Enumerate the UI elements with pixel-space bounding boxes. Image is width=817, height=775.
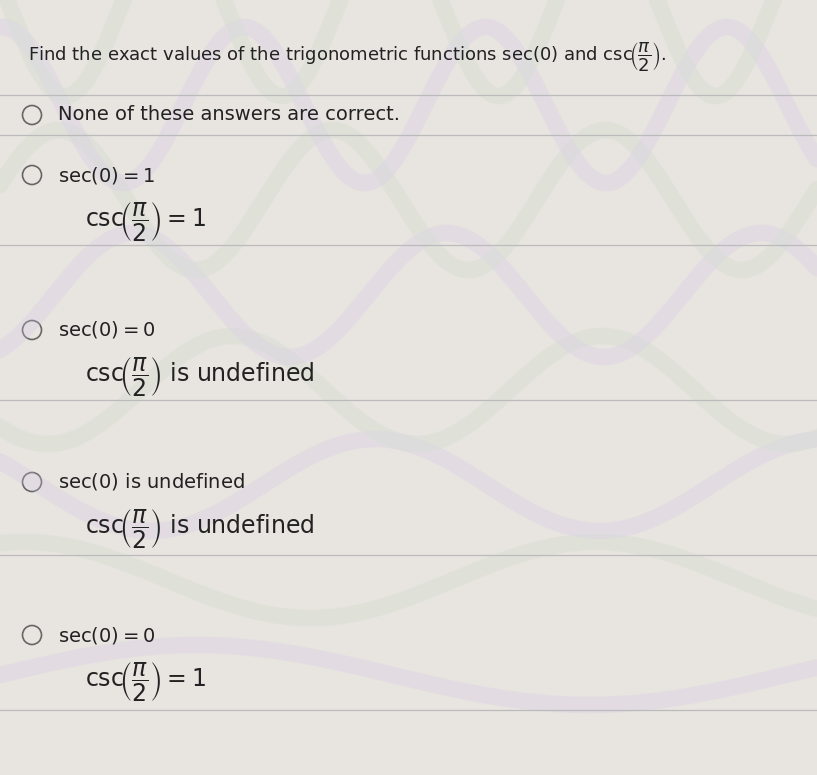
Text: $\sec(0)$ is undefined: $\sec(0)$ is undefined bbox=[58, 471, 245, 492]
Text: $\mathrm{csc}\!\left(\dfrac{\pi}{2}\right)$ is undefined: $\mathrm{csc}\!\left(\dfrac{\pi}{2}\righ… bbox=[85, 508, 315, 551]
Text: $\sec(0) = 1$: $\sec(0) = 1$ bbox=[58, 164, 155, 185]
Text: $\mathrm{csc}\!\left(\dfrac{\pi}{2}\right)$ is undefined: $\mathrm{csc}\!\left(\dfrac{\pi}{2}\righ… bbox=[85, 355, 315, 398]
Text: None of these answers are correct.: None of these answers are correct. bbox=[58, 105, 400, 125]
Text: Find the exact values of the trigonometric functions $\sec(0)$ and $\mathrm{csc}: Find the exact values of the trigonometr… bbox=[28, 40, 667, 73]
Text: $\sec(0) = 0$: $\sec(0) = 0$ bbox=[58, 319, 155, 340]
Text: $\sec(0) = 0$: $\sec(0) = 0$ bbox=[58, 625, 155, 646]
Text: $\mathrm{csc}\!\left(\dfrac{\pi}{2}\right) = 1$: $\mathrm{csc}\!\left(\dfrac{\pi}{2}\righ… bbox=[85, 660, 206, 704]
Text: $\mathrm{csc}\!\left(\dfrac{\pi}{2}\right) = 1$: $\mathrm{csc}\!\left(\dfrac{\pi}{2}\righ… bbox=[85, 200, 206, 243]
